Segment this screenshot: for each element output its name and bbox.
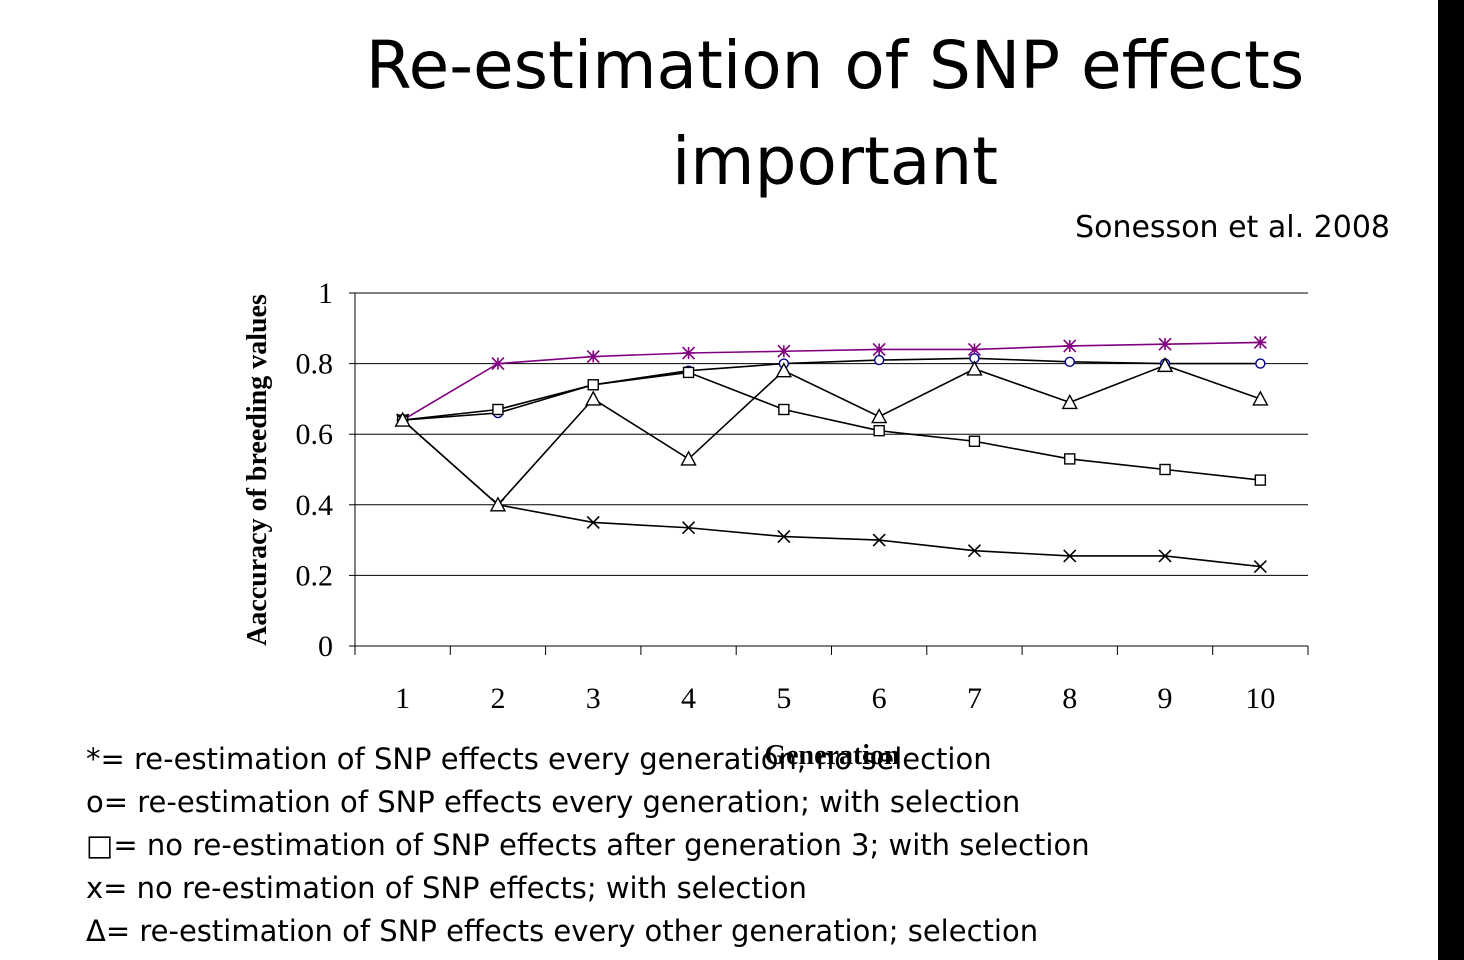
x-tick-label: 6: [872, 682, 887, 715]
data-point-triangle: [775, 362, 793, 378]
data-point-triangle: [585, 390, 602, 406]
x-axis-label: Generation: [764, 740, 900, 771]
legend: *= re-estimation of SNP effects every ge…: [86, 738, 1090, 953]
data-point-square: [778, 403, 790, 416]
data-point-triangle: [1252, 390, 1269, 406]
legend-item-star: *= re-estimation of SNP effects every ge…: [86, 742, 992, 776]
slide-title: Re-estimation of SNP effects important: [300, 18, 1370, 210]
data-point-star: [872, 342, 886, 357]
data-point-circle: [873, 354, 885, 366]
y-tick-label: 0: [318, 630, 333, 663]
legend-item-triangle: Δ= re-estimation of SNP effects every ot…: [86, 914, 1039, 948]
x-tick-label: 4: [681, 682, 696, 715]
series-line-triangle: [402, 364, 1261, 506]
data-point-square: [682, 366, 695, 379]
data-point-star: [1253, 335, 1267, 349]
data-point-circle: [1255, 358, 1266, 369]
x-tick-label: 1: [395, 682, 410, 715]
y-tick-label: 0.2: [296, 559, 334, 592]
data-point-triangle: [870, 408, 888, 424]
legend-item-x: x= no re-estimation of SNP effects; with…: [86, 871, 807, 905]
data-point-square: [587, 379, 599, 391]
series-line-star: [402, 341, 1261, 421]
data-point-star: [777, 344, 791, 358]
x-tick-label: 9: [1158, 682, 1173, 715]
y-tick-label: 0.6: [296, 418, 334, 451]
data-point-triangle: [1061, 393, 1078, 410]
legend-item-square: □= no re-estimation of SNP effects after…: [86, 828, 1090, 862]
series-line-circle: [402, 357, 1261, 421]
data-point-x: [967, 544, 982, 558]
y-tick-label: 0.8: [296, 348, 334, 381]
data-point-square: [1254, 474, 1267, 486]
series-line-x: [402, 419, 1261, 568]
series-line-square: [402, 371, 1261, 481]
x-tick-label: 2: [490, 682, 505, 715]
data-point-circle: [1064, 356, 1075, 368]
data-point-x: [872, 533, 886, 547]
data-point-star: [681, 346, 696, 360]
data-point-triangle: [966, 360, 983, 376]
x-tick-label: 5: [776, 682, 791, 715]
data-point-triangle: [1156, 356, 1174, 373]
data-point-star: [1063, 339, 1077, 353]
data-point-star: [491, 357, 505, 371]
data-point-x: [1253, 560, 1267, 574]
right-edge-bar: [1438, 0, 1464, 960]
data-point-star: [967, 342, 982, 357]
data-point-x: [1063, 549, 1077, 563]
data-point-x: [586, 515, 600, 530]
data-point-star: [1158, 337, 1172, 351]
data-point-triangle: [680, 450, 697, 466]
data-point-triangle: [394, 411, 411, 427]
data-point-x: [681, 521, 696, 535]
data-point-square: [873, 424, 885, 437]
x-tick-label: 7: [967, 682, 982, 715]
data-point-x: [1158, 549, 1172, 563]
data-point-star: [586, 349, 600, 364]
title-line-2: important: [671, 123, 999, 200]
y-tick-label: 0.4: [296, 489, 334, 522]
data-point-triangle: [489, 496, 507, 512]
data-point-square: [1064, 453, 1076, 465]
data-point-square: [492, 403, 504, 416]
citation: Sonesson et al. 2008: [1075, 210, 1390, 245]
x-tick-label: 3: [586, 682, 601, 715]
data-point-square: [1159, 463, 1171, 476]
x-tick-label: 10: [1245, 682, 1275, 715]
data-point-square: [968, 435, 981, 447]
x-tick-label: 8: [1062, 682, 1077, 715]
y-axis-label: Aaccuracy of breeding values: [242, 294, 273, 646]
legend-item-circle: o= re-estimation of SNP effects every ge…: [86, 785, 1021, 819]
title-line-1: Re-estimation of SNP effects: [365, 27, 1305, 104]
y-tick-label: 1: [318, 277, 333, 310]
data-point-x: [777, 530, 791, 544]
